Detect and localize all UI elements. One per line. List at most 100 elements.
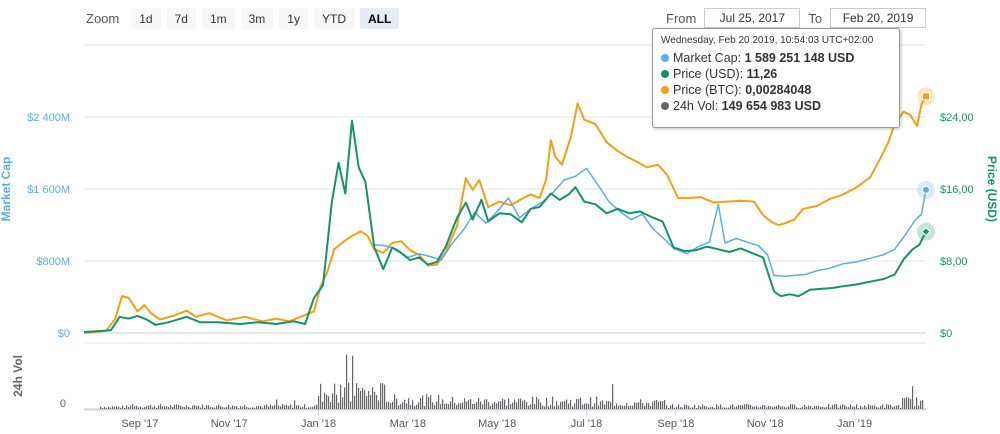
volume-bar [280, 406, 282, 409]
volume-bar [304, 404, 306, 409]
volume-bar [134, 406, 136, 409]
volume-bar [588, 404, 590, 409]
volume-bar [308, 407, 310, 409]
zoom-1d-button[interactable]: 1d [131, 8, 161, 29]
volume-bar [914, 406, 916, 409]
volume-bar [708, 407, 710, 409]
volume-bar [396, 398, 398, 409]
volume-bar [224, 407, 226, 409]
volume-bar [710, 407, 712, 409]
volume-bar [592, 406, 594, 409]
volume-bar [760, 406, 762, 409]
volume-bar [354, 395, 356, 409]
volume-bar [374, 391, 376, 409]
volume-bar [508, 398, 510, 409]
volume-bar [222, 406, 224, 409]
volume-bar [142, 407, 144, 409]
volume-bar [734, 407, 736, 409]
volume-bar [108, 406, 110, 409]
volume-bar [648, 403, 650, 409]
volume-bar [412, 400, 414, 409]
volume-bar [468, 399, 470, 409]
volume-bar [346, 354, 348, 409]
volume-bar [622, 405, 624, 409]
volume-bar [328, 396, 330, 409]
volume-bar [630, 405, 632, 409]
volume-bar [748, 404, 750, 409]
series-line-market-cap[interactable] [374, 167, 927, 278]
from-date-input[interactable] [704, 8, 801, 28]
volume-bar [158, 405, 160, 409]
volume-bar [502, 398, 504, 409]
volume-bar [620, 404, 622, 409]
volume-bar [676, 406, 678, 409]
volume-bar [526, 402, 528, 409]
volume-bar [656, 400, 658, 409]
volume-bar [284, 405, 286, 409]
tooltip-label: 24h Vol: [673, 99, 719, 113]
volume-bar [832, 405, 834, 409]
volume-bar [724, 407, 726, 409]
volume-bar [216, 405, 218, 409]
series-line-price-usd[interactable] [83, 119, 927, 334]
volume-bar [884, 407, 886, 409]
series-line-price-btc[interactable] [83, 95, 927, 334]
volume-bar [744, 404, 746, 409]
volume-bar [168, 406, 170, 409]
volume-bar [570, 399, 572, 409]
volume-bar [182, 406, 184, 409]
volume-bar [414, 405, 416, 409]
volume-bar [820, 407, 822, 409]
volume-bar [452, 397, 454, 409]
volume-bar [200, 407, 202, 409]
zoom-1m-button[interactable]: 1m [201, 8, 235, 29]
zoom-3m-button[interactable]: 3m [240, 8, 274, 29]
volume-bar [626, 403, 628, 409]
volume-bar [862, 407, 864, 409]
volume-bar [492, 403, 494, 409]
volume-bar [476, 402, 478, 409]
zoom-1y-button[interactable]: 1y [279, 8, 308, 29]
volume-bar [894, 406, 896, 409]
date-range: From To [666, 8, 927, 28]
volume-bar [102, 407, 104, 409]
volume-bar [730, 405, 732, 409]
volume-bar [148, 405, 150, 409]
volume-bar [484, 399, 486, 409]
volume-bar [440, 404, 442, 409]
series-end-marker [922, 92, 930, 101]
volume-bar [266, 404, 268, 409]
volume-bar [444, 404, 446, 409]
volume-bars [100, 354, 924, 409]
volume-bar [690, 407, 692, 409]
volume-bar [638, 402, 640, 409]
volume-bar [344, 387, 346, 409]
zoom-7d-button[interactable]: 7d [166, 8, 196, 29]
volume-bar [386, 401, 388, 409]
volume-bar [912, 386, 914, 409]
volume-bar [806, 406, 808, 409]
tooltip-label: Market Cap: [673, 51, 742, 65]
volume-bar [800, 407, 802, 409]
volume-bar [438, 394, 440, 409]
volume-bar [258, 405, 260, 409]
volume-bar [226, 407, 228, 409]
volume-bar [270, 404, 272, 409]
zoom-ytd-button[interactable]: YTD [313, 8, 354, 29]
volume-bar [206, 405, 208, 409]
volume-bar [392, 401, 394, 409]
volume-bar [860, 405, 862, 409]
volume-bar [504, 399, 506, 409]
volume-bar [312, 406, 314, 409]
volume-bar [564, 400, 566, 409]
volume-bar [874, 405, 876, 409]
volume-bar [692, 407, 694, 409]
volume-bar [554, 406, 556, 409]
to-date-input[interactable] [830, 8, 927, 28]
volume-bar [802, 406, 804, 409]
volume-bar [836, 404, 838, 409]
volume-bar [514, 399, 516, 409]
volume-bar [382, 383, 384, 409]
zoom-all-button[interactable]: ALL [359, 8, 400, 29]
